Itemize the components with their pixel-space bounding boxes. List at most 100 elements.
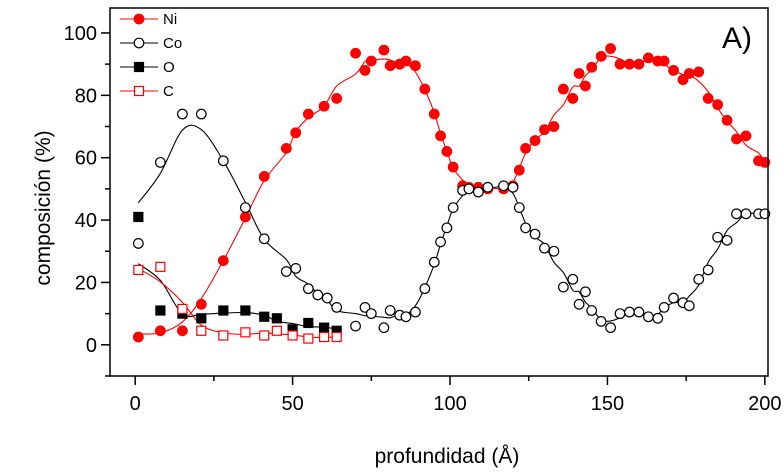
point-ni bbox=[318, 100, 330, 112]
legend-marker-ni bbox=[133, 13, 145, 25]
point-c bbox=[177, 303, 188, 315]
point-o bbox=[196, 313, 207, 324]
point-ni bbox=[177, 325, 188, 337]
legend-label-co: Co bbox=[163, 35, 182, 52]
point-co bbox=[605, 322, 616, 334]
x-tick-label: 150 bbox=[591, 393, 624, 415]
legend-marker-c bbox=[133, 85, 145, 97]
point-ni bbox=[624, 58, 635, 70]
point-co bbox=[258, 233, 270, 245]
point-ni bbox=[359, 64, 371, 76]
point-ni bbox=[712, 99, 724, 111]
point-co bbox=[658, 301, 670, 313]
point-ni bbox=[400, 55, 412, 67]
point-o bbox=[303, 317, 314, 329]
point-co bbox=[441, 222, 453, 234]
point-ni bbox=[280, 142, 292, 154]
point-co bbox=[384, 305, 396, 316]
point-c bbox=[303, 333, 314, 344]
point-ni bbox=[668, 64, 679, 76]
x-tick-label: 100 bbox=[433, 393, 466, 415]
point-co bbox=[331, 301, 343, 313]
point-ni bbox=[539, 124, 550, 136]
point-co bbox=[693, 273, 705, 285]
point-co bbox=[195, 108, 207, 120]
point-co bbox=[579, 286, 591, 298]
point-ni bbox=[195, 298, 207, 310]
point-o bbox=[259, 311, 270, 322]
point-co bbox=[350, 320, 361, 332]
point-ni bbox=[365, 55, 377, 67]
point-ni bbox=[579, 80, 591, 92]
point-co bbox=[539, 242, 550, 254]
point-c bbox=[240, 327, 251, 338]
point-ni bbox=[290, 127, 302, 139]
point-co bbox=[548, 245, 560, 257]
point-ni bbox=[409, 60, 421, 72]
point-co bbox=[419, 283, 431, 295]
point-ni bbox=[702, 93, 714, 104]
point-co bbox=[642, 311, 654, 323]
point-c bbox=[271, 325, 282, 336]
point-co bbox=[520, 222, 531, 234]
point-ni bbox=[658, 55, 670, 67]
point-co bbox=[652, 312, 664, 324]
y-tick-label: 20 bbox=[75, 272, 97, 294]
point-ni bbox=[428, 108, 440, 120]
point-ni bbox=[378, 44, 390, 56]
point-co bbox=[614, 308, 626, 320]
point-ni bbox=[633, 58, 645, 70]
point-co bbox=[712, 231, 724, 243]
point-ni bbox=[258, 171, 270, 182]
point-ni bbox=[731, 133, 742, 145]
point-ni bbox=[239, 211, 251, 223]
point-ni bbox=[529, 135, 541, 146]
point-co bbox=[557, 281, 569, 293]
point-co bbox=[573, 298, 585, 310]
point-co bbox=[567, 273, 579, 285]
point-co bbox=[595, 316, 607, 327]
point-ni bbox=[595, 50, 607, 62]
panel-label: A) bbox=[722, 22, 752, 55]
point-co bbox=[302, 283, 314, 295]
point-co bbox=[721, 234, 733, 246]
point-co bbox=[624, 306, 635, 318]
point-o bbox=[271, 313, 282, 324]
plot-frame bbox=[109, 7, 769, 377]
x-axis-title: profundidad (Å) bbox=[375, 445, 520, 468]
point-o bbox=[240, 305, 251, 316]
point-co bbox=[513, 202, 525, 213]
point-o bbox=[133, 211, 144, 223]
legend-marker-co bbox=[133, 37, 145, 49]
point-ni bbox=[677, 74, 689, 86]
y-tick-label: 40 bbox=[75, 210, 97, 232]
point-ni bbox=[567, 93, 579, 104]
legend-label-o: O bbox=[163, 59, 175, 76]
point-co bbox=[683, 300, 695, 312]
y-tick-label: 80 bbox=[75, 85, 97, 107]
point-ni bbox=[693, 66, 705, 78]
y-axis-title: composición (%) bbox=[32, 130, 55, 285]
point-ni bbox=[419, 83, 431, 95]
legend: Ni Co OC bbox=[120, 11, 182, 100]
point-ni bbox=[548, 121, 560, 132]
legend-label-c: C bbox=[163, 83, 174, 100]
point-co bbox=[312, 289, 324, 301]
point-ni bbox=[217, 255, 229, 267]
x-tick-label: 200 bbox=[748, 393, 781, 415]
point-co bbox=[529, 228, 541, 240]
point-ni bbox=[573, 68, 585, 79]
point-co bbox=[507, 181, 519, 193]
point-co bbox=[290, 263, 302, 274]
point-co bbox=[472, 186, 484, 198]
x-tick-label: 50 bbox=[281, 393, 303, 415]
point-co bbox=[447, 202, 459, 213]
point-ni bbox=[513, 164, 525, 176]
point-co bbox=[668, 292, 679, 304]
point-co bbox=[633, 306, 645, 318]
point-ni bbox=[441, 146, 453, 157]
point-c bbox=[155, 261, 166, 272]
y-tick-label: 100 bbox=[64, 23, 97, 45]
point-co bbox=[400, 311, 412, 323]
point-co bbox=[482, 181, 494, 193]
